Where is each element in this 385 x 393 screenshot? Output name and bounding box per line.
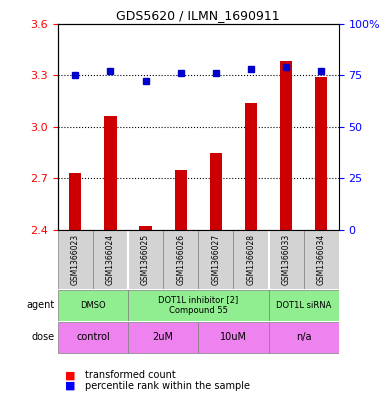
Text: DOT1L inhibitor [2]
Compound 55: DOT1L inhibitor [2] Compound 55 [158,296,238,315]
Text: GSM1366027: GSM1366027 [211,234,220,285]
Bar [315,77,327,230]
FancyBboxPatch shape [304,230,339,289]
Text: dose: dose [31,332,54,342]
Bar [69,173,82,230]
FancyBboxPatch shape [269,230,304,289]
Text: 2uM: 2uM [152,332,174,342]
Bar [139,226,152,230]
Text: percentile rank within the sample: percentile rank within the sample [85,381,250,391]
Bar [280,61,292,230]
Text: GSM1366024: GSM1366024 [106,234,115,285]
Text: transformed count: transformed count [85,370,176,380]
Bar [104,116,117,230]
Text: control: control [76,332,110,342]
Bar [174,170,187,230]
FancyBboxPatch shape [269,322,339,353]
FancyBboxPatch shape [163,230,198,289]
Text: GSM1366025: GSM1366025 [141,234,150,285]
Text: GSM1366026: GSM1366026 [176,234,185,285]
Text: GSM1366023: GSM1366023 [71,234,80,285]
Title: GDS5620 / ILMN_1690911: GDS5620 / ILMN_1690911 [116,9,280,22]
FancyBboxPatch shape [128,290,269,321]
FancyBboxPatch shape [58,290,128,321]
FancyBboxPatch shape [93,230,128,289]
FancyBboxPatch shape [128,230,163,289]
FancyBboxPatch shape [233,230,269,289]
FancyBboxPatch shape [58,322,128,353]
FancyBboxPatch shape [128,322,198,353]
Text: GSM1366033: GSM1366033 [281,234,291,285]
FancyBboxPatch shape [58,230,93,289]
Bar [210,152,222,230]
Text: ■: ■ [65,381,76,391]
Text: agent: agent [26,300,54,310]
Text: GSM1366028: GSM1366028 [246,234,256,285]
FancyBboxPatch shape [269,290,339,321]
FancyBboxPatch shape [198,230,233,289]
Text: n/a: n/a [296,332,311,342]
Text: DOT1L siRNA: DOT1L siRNA [276,301,331,310]
Text: ■: ■ [65,370,76,380]
FancyBboxPatch shape [198,322,269,353]
Text: DMSO: DMSO [80,301,106,310]
Bar [245,103,257,230]
Text: 10uM: 10uM [220,332,247,342]
Text: GSM1366034: GSM1366034 [317,234,326,285]
